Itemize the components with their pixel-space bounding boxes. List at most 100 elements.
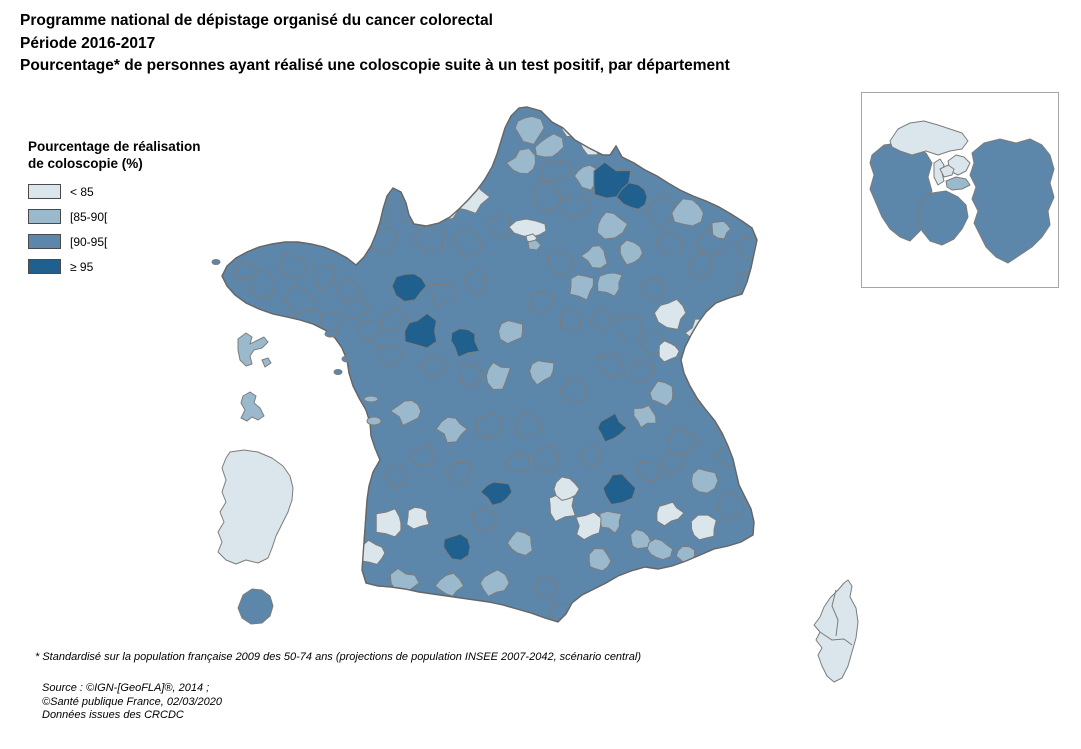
essonne-shape [917,190,969,246]
legend-swatch-90-95 [28,234,61,249]
department-shape [503,453,530,472]
department-shape [435,416,468,444]
department-shape [619,239,644,266]
page-title: Programme national de dépistage organisé… [20,10,730,78]
department-shape [589,309,614,333]
department-shape [283,285,317,317]
department-shape [649,380,674,407]
martinique-shape [240,391,265,422]
guadeloupe-islet-shape [261,357,272,368]
department-shape [311,264,336,291]
title-line-3: Pourcentage* de personnes ayant réalisé … [20,57,730,74]
department-shape [443,533,471,561]
legend-row-lt85: < 85 [28,184,201,199]
department-shape [390,399,422,426]
department-shape [413,225,446,253]
department-shape [569,274,594,301]
title-line-1: Programme national de dépistage organisé… [20,12,493,29]
legend-row-ge95: ≥ 95 [28,259,201,274]
department-shape [450,328,480,358]
department-shape [596,211,628,240]
department-shape [602,473,637,505]
department-shape [598,351,626,378]
hauts-de-seine-shape [933,158,945,186]
legend: Pourcentage de réalisation de coloscopie… [28,138,201,274]
legend-row-90-95: [90-95[ [28,234,201,249]
seine-et-marne-shape [969,138,1055,264]
department-shape [277,252,307,279]
department-shape [480,481,513,506]
legend-items: < 85 [85-90[ [90-95[ ≥ 95 [28,184,201,274]
department-shape [616,315,644,341]
department-shape [234,261,261,280]
department-shape [485,361,511,390]
department-shape [429,283,458,307]
department-shape [553,476,580,501]
idf-departments [869,120,1055,264]
department-shape [547,248,574,277]
paris-area-shapes [508,218,547,251]
department-shape [319,311,343,334]
department-shape [636,462,660,482]
department-shape [479,569,510,597]
corsica-department-border-2 [831,589,839,637]
department-shape [408,444,437,466]
department-shape [559,376,588,403]
legend-swatch-lt85 [28,184,61,199]
legend-label-lt85: < 85 [70,184,94,199]
legend-swatch-ge95 [28,259,61,274]
department-shape [656,501,685,527]
department-shape [400,193,433,224]
department-shape [645,195,676,227]
val-de-marne-shape [945,176,971,191]
department-shape [391,273,427,302]
department-shape [534,133,565,158]
department-shape [515,413,543,438]
department-shape [671,198,704,227]
department-shape [559,307,582,333]
paris-shape [939,164,955,178]
footnote: * Standardisé sur la population français… [35,651,641,663]
department-shape [666,425,700,456]
department-shape [380,305,408,333]
department-shape [616,182,648,210]
department-shape [532,444,561,473]
department-shape [558,197,591,218]
department-shape [690,253,713,279]
reunion-shape [237,588,274,625]
corsica-department-border [819,631,853,646]
guyane-shape [217,449,294,565]
mainland-france-shape [221,106,758,623]
department-shape [474,413,502,438]
department-shape [660,451,686,476]
department-shape [717,491,745,521]
department-shape [711,220,732,240]
department-shape [404,312,438,349]
coastal-islands [211,259,382,426]
department-shape [249,270,275,300]
department-shape [690,514,717,541]
department-shape [505,147,536,175]
department-shape [716,413,738,437]
legend-label-85-90: [85-90[ [70,209,108,224]
department-shape [653,298,687,330]
overseas-departments [217,332,859,683]
val-doise-shape [889,120,969,156]
department-shape [514,115,545,145]
legend-label-90-95: [90-95[ [70,234,108,249]
department-shape [646,538,674,561]
department-shape [597,412,628,443]
department-shape [506,530,533,556]
department-shape [375,508,402,538]
department-shape [694,383,717,407]
department-shape [535,573,558,599]
source-block: Source : ©IGN-[GeoFLA]®, 2014 ; ©Santé p… [42,682,222,723]
department-shape [574,164,598,191]
department-shape [588,548,612,572]
department-shape [658,340,680,363]
department-shape [597,272,623,297]
title-line-2: Période 2016-2017 [20,34,156,52]
department-shape [579,444,602,467]
department-shape [377,344,404,366]
